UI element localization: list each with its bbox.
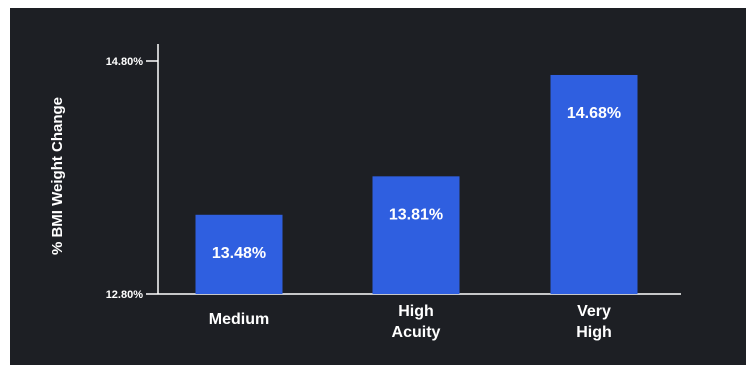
bar [372, 176, 460, 294]
x-tick-label: Very High [576, 303, 612, 341]
bar-value-label: 13.48% [212, 245, 266, 262]
bar [195, 214, 283, 294]
bar [550, 74, 638, 294]
bar-value-label: 13.81% [389, 206, 443, 223]
bars: 13.48% 13.81% 14.68% [195, 74, 638, 294]
x-tick-label: High Acuity [392, 303, 441, 341]
y-axis-ticks: 12.80% 14.80% [106, 56, 158, 301]
bar-value-label: 14.68% [567, 105, 621, 122]
y-tick-label: 14.80% [106, 56, 144, 68]
x-tick-label: Medium [209, 311, 269, 328]
y-tick-label: 12.80% [106, 289, 144, 301]
y-axis-title: % BMI Weight Change [49, 97, 66, 255]
x-axis-tick-labels: Medium High Acuity Very High [209, 303, 612, 341]
